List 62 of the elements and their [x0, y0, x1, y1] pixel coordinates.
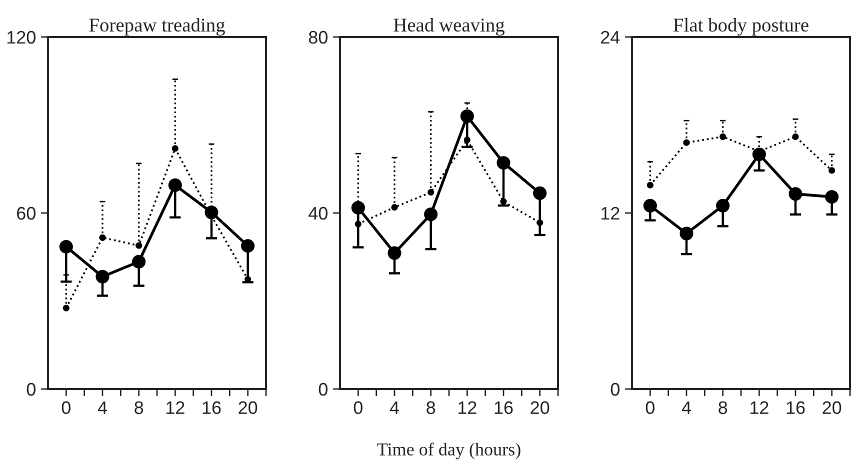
point — [720, 133, 726, 140]
point — [828, 167, 836, 174]
point — [172, 145, 178, 152]
point — [391, 204, 398, 211]
point — [464, 136, 470, 144]
y-tick-label: 60 — [17, 206, 36, 220]
point — [99, 234, 106, 241]
x-tick-label: 16 — [786, 401, 805, 414]
x-tick-label: 20 — [822, 401, 842, 414]
x-tick-label: 16 — [494, 401, 513, 414]
point — [533, 186, 547, 200]
x-tick-label: 20 — [238, 401, 258, 414]
x-tick-label: 0 — [646, 401, 654, 414]
point — [500, 198, 507, 205]
x-tick-label: 8 — [426, 401, 436, 414]
y-tick-label: 0 — [610, 382, 620, 396]
chart-title: Head weaving — [394, 18, 505, 36]
x-tick-label: 16 — [202, 401, 221, 414]
x-tick-label: 20 — [530, 401, 550, 414]
point — [788, 187, 802, 201]
point — [351, 200, 365, 214]
point — [825, 190, 839, 204]
y-tick-label: 80 — [308, 30, 328, 44]
point — [59, 240, 73, 254]
point — [168, 178, 182, 192]
x-tick-label: 4 — [390, 401, 399, 414]
point — [96, 270, 110, 284]
point — [680, 226, 694, 240]
y-tick-label: 12 — [601, 206, 620, 220]
point — [536, 219, 544, 226]
point — [388, 246, 402, 260]
x-tick-label: 8 — [718, 401, 728, 414]
y-tick-label: 0 — [26, 382, 36, 396]
point — [716, 198, 730, 212]
x-tick-label: 0 — [354, 401, 362, 414]
x-tick-label: 8 — [134, 401, 144, 414]
x-tick-label: 12 — [458, 401, 476, 414]
point — [132, 254, 146, 268]
point — [496, 156, 510, 170]
point — [792, 133, 799, 140]
point — [424, 208, 438, 222]
chart-title: Forepaw treading — [89, 18, 225, 36]
y-tick-label: 40 — [308, 206, 328, 220]
y-tick-label: 120 — [7, 30, 36, 44]
y-tick-label: 24 — [601, 30, 620, 44]
point — [241, 239, 255, 253]
y-tick-label: 0 — [318, 382, 328, 396]
x-tick-label: 4 — [98, 401, 107, 414]
x-tick-label: 12 — [166, 401, 184, 414]
x-tick-label: 12 — [750, 401, 768, 414]
point — [428, 189, 434, 196]
x-tick-label: 4 — [682, 401, 691, 414]
point — [136, 242, 142, 249]
x-tick-label: 0 — [62, 401, 70, 414]
x-axis-title: Time of day (hours) — [377, 442, 520, 460]
point — [62, 304, 70, 312]
point — [646, 182, 654, 188]
point — [643, 198, 657, 212]
point — [460, 109, 474, 123]
chart-title: Flat body posture — [674, 18, 808, 36]
point — [683, 139, 690, 146]
point — [354, 220, 362, 228]
